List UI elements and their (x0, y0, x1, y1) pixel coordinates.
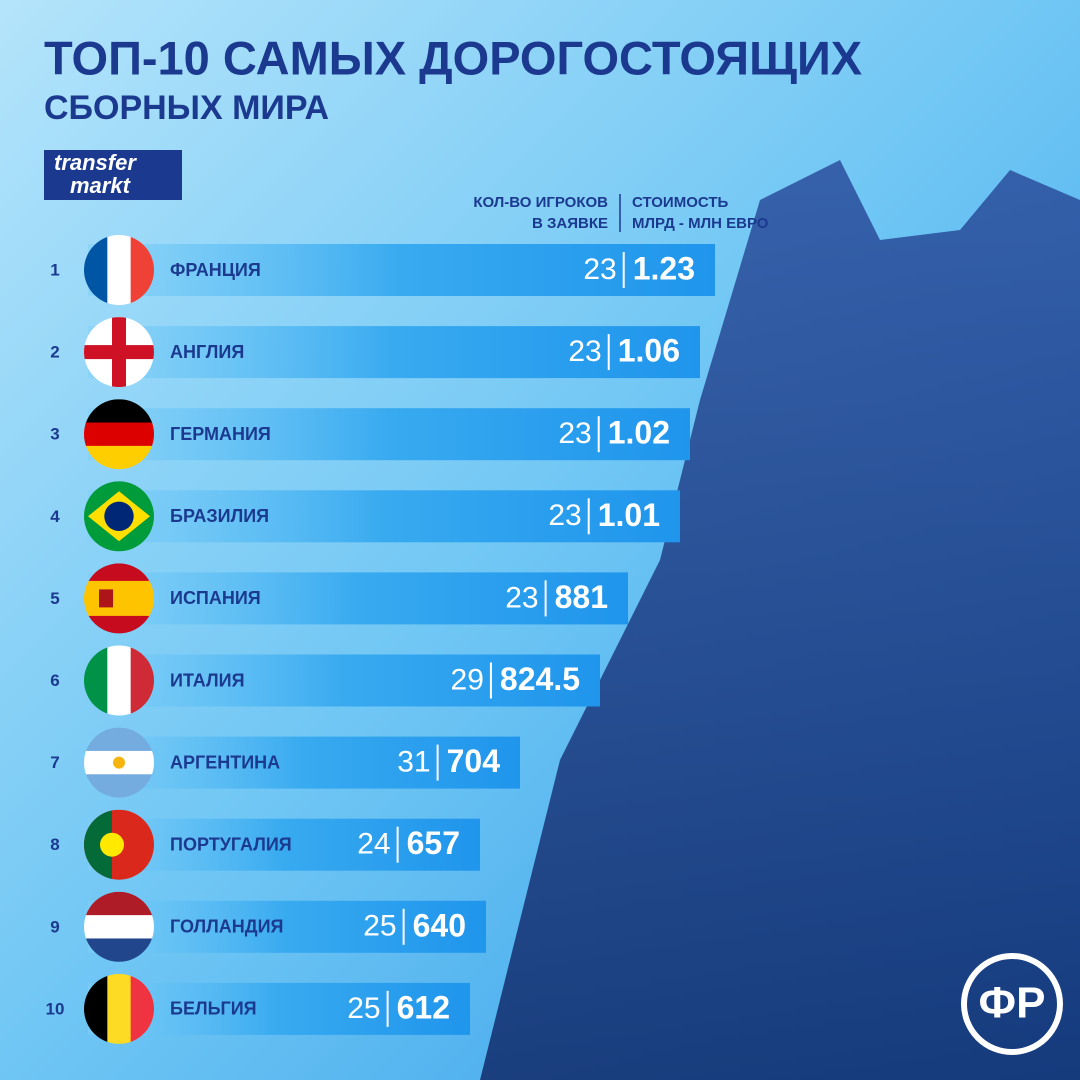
flag-part (84, 774, 154, 798)
value: 640 (413, 907, 466, 943)
players: 23 (568, 335, 601, 368)
flag-part (107, 645, 132, 716)
row-bar (88, 244, 715, 296)
flag-part (104, 501, 134, 531)
players: 24 (357, 828, 390, 861)
flag-part (84, 938, 154, 962)
flag-part (107, 235, 132, 305)
flag-part (130, 973, 154, 1044)
value: 1.02 (608, 415, 670, 451)
row-bar (88, 900, 486, 953)
players: 23 (548, 499, 581, 532)
country: ПОРТУГАЛИЯ (170, 834, 292, 854)
subtitle: СБОРНЫХ МИРА (44, 89, 329, 127)
column-header: В ЗАЯВКЕ (532, 215, 608, 232)
value: 1.01 (598, 497, 660, 533)
row-bar (88, 736, 520, 789)
country: БЕЛЬГИЯ (170, 999, 257, 1019)
row-bar (88, 490, 680, 543)
players: 25 (347, 992, 380, 1025)
logo: markt (70, 173, 132, 198)
value: 1.23 (633, 250, 695, 286)
badge: ФР (979, 979, 1046, 1028)
badge-ring (961, 953, 1063, 1055)
flag (84, 317, 154, 388)
flag-part (107, 973, 132, 1044)
players-photo (480, 160, 1080, 1080)
flag-part (130, 235, 154, 305)
logo: transfer (54, 150, 137, 175)
flag-part (84, 915, 154, 940)
rank: 8 (50, 835, 59, 854)
country: ГОЛЛАНДИЯ (170, 917, 283, 937)
country: АНГЛИЯ (170, 342, 244, 362)
value: 612 (397, 989, 450, 1025)
players: 25 (363, 910, 396, 943)
players: 29 (451, 663, 484, 696)
country: ИТАЛИЯ (170, 670, 245, 690)
flag-part (112, 317, 126, 388)
country: ИСПАНИЯ (170, 588, 261, 608)
rank: 6 (50, 671, 59, 690)
value: 824.5 (500, 661, 580, 697)
country: АРГЕНТИНА (170, 752, 280, 772)
players: 23 (583, 253, 616, 286)
rank: 7 (50, 753, 59, 772)
row-bar (88, 408, 690, 461)
country: ГЕРМАНИЯ (170, 424, 271, 444)
value: 704 (447, 743, 501, 779)
country: БРАЗИЛИЯ (170, 506, 269, 526)
flag (84, 481, 154, 552)
flag-part (100, 832, 124, 857)
players: 23 (505, 581, 538, 614)
rank: 2 (50, 343, 59, 362)
logo-box (44, 150, 182, 200)
flag-part (84, 598, 154, 617)
rank: 1 (50, 260, 59, 279)
players: 31 (397, 746, 430, 779)
rank: 3 (50, 425, 59, 444)
flag-part (84, 580, 154, 600)
title: ТОП-10 САМЫХ ДОРОГОСТОЯЩИХ (44, 31, 862, 84)
column-header: СТОИМОСТЬ (632, 194, 728, 211)
flag-part (113, 756, 125, 769)
column-header: МЛРД - МЛН ЕВРО (632, 215, 769, 232)
rank: 9 (50, 917, 59, 936)
value: 881 (555, 579, 608, 615)
row-bar (88, 654, 600, 707)
value: 657 (407, 825, 460, 861)
row-bar (88, 572, 628, 625)
rank: 4 (50, 507, 60, 526)
rank: 5 (50, 589, 59, 608)
rank: 10 (46, 999, 65, 1018)
column-header: КОЛ-ВО ИГРОКОВ (473, 194, 608, 211)
flag-part (130, 645, 154, 716)
flag-part (99, 589, 113, 608)
country: ФРАНЦИЯ (170, 260, 261, 280)
value: 1.06 (618, 333, 680, 369)
flag-part (84, 422, 154, 447)
row-bar (88, 326, 700, 379)
players: 23 (558, 417, 591, 450)
flag-part (84, 445, 154, 470)
